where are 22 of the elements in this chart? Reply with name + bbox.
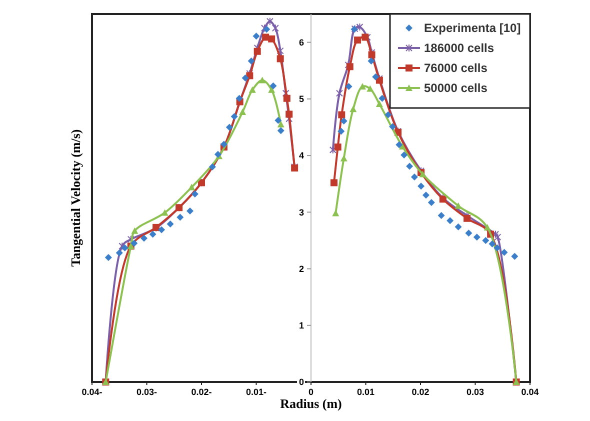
y-tick-label: 1 (298, 320, 304, 331)
x-tick-label: 0.01- (246, 387, 267, 397)
legend-label: 76000 cells (424, 61, 488, 76)
x-tick-label: 0.01 (356, 387, 375, 397)
x-tick-label: 0.04 (521, 387, 539, 397)
y-tick-label: 3 (298, 207, 304, 218)
y-axis-title: Tangential Velocity (m/s) (68, 129, 83, 267)
y-tick-label: 6 (298, 37, 304, 48)
legend-label: 186000 cells (424, 41, 494, 56)
x-tick-label: 0.02- (191, 387, 212, 397)
x-tick-label: 0.02 (412, 387, 430, 397)
x-tick-label: 0.03 (466, 387, 484, 397)
x-tick-label: 0.04- (82, 387, 102, 397)
x-axis-title: Radius (m) (280, 396, 342, 411)
legend-label: Experimenta [10] (424, 21, 521, 36)
y-tick-label: 2 (298, 264, 304, 274)
y-tick-label: 5 (298, 94, 304, 104)
y-tick-label: 0 (298, 377, 304, 388)
x-tick-label: 0 (308, 387, 314, 397)
x-tick-label: 0.03- (136, 387, 158, 397)
y-tick-label: 4 (298, 150, 304, 161)
legend-label: 50000 cells (424, 81, 488, 96)
